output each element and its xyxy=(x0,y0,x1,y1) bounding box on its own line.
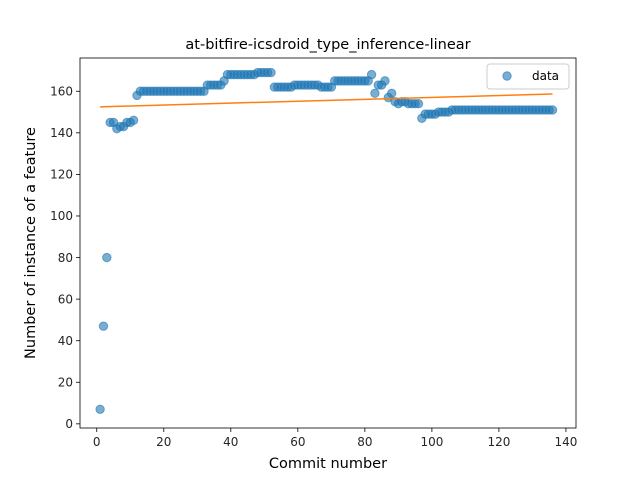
chart-title: at-bitfire-icsdroid_type_inference-linea… xyxy=(185,37,470,53)
plot-area xyxy=(80,58,576,428)
x-tick-label: 140 xyxy=(554,435,577,449)
x-tick-label: 100 xyxy=(420,435,443,449)
y-tick-label: 100 xyxy=(50,209,73,223)
y-tick-label: 40 xyxy=(58,334,73,348)
y-tick-label: 80 xyxy=(58,251,73,265)
data-point xyxy=(128,115,139,126)
y-tick-label: 0 xyxy=(65,417,73,431)
legend-marker xyxy=(502,71,512,81)
legend-label: data xyxy=(532,69,559,83)
x-tick-label: 80 xyxy=(357,435,372,449)
y-tick-label: 60 xyxy=(58,292,73,306)
data-point xyxy=(366,69,377,80)
data-point xyxy=(266,67,276,78)
x-tick-label: 0 xyxy=(93,435,101,449)
axes: 0 20 40 60 80 100 120 140 0 20 40 60 80 100 120 140 160 xyxy=(50,57,577,449)
data-point xyxy=(380,76,390,86)
y-tick-label: 160 xyxy=(50,84,73,98)
y-tick-label: 120 xyxy=(50,168,73,182)
x-tick-label: 20 xyxy=(156,435,171,449)
data-point xyxy=(95,404,105,414)
axes-frame xyxy=(79,57,577,429)
y-tick-label: 20 xyxy=(58,375,73,389)
x-tick-label: 120 xyxy=(487,435,510,449)
legend: data xyxy=(486,63,570,90)
data-point xyxy=(413,99,424,109)
data-point xyxy=(370,88,380,99)
data-point xyxy=(386,88,397,99)
data-marks xyxy=(95,67,558,414)
y-tick-label: 140 xyxy=(50,126,73,140)
data-point xyxy=(102,252,112,263)
fit-line xyxy=(100,93,553,108)
x-tick-label: 60 xyxy=(290,435,305,449)
x-axis-label: Commit number xyxy=(269,456,387,472)
x-tick-label: 40 xyxy=(223,435,238,449)
data-point xyxy=(547,105,558,115)
y-axis-label: Number of instance of a feature xyxy=(23,127,39,359)
legend-box xyxy=(486,63,570,90)
data-point xyxy=(98,321,109,331)
